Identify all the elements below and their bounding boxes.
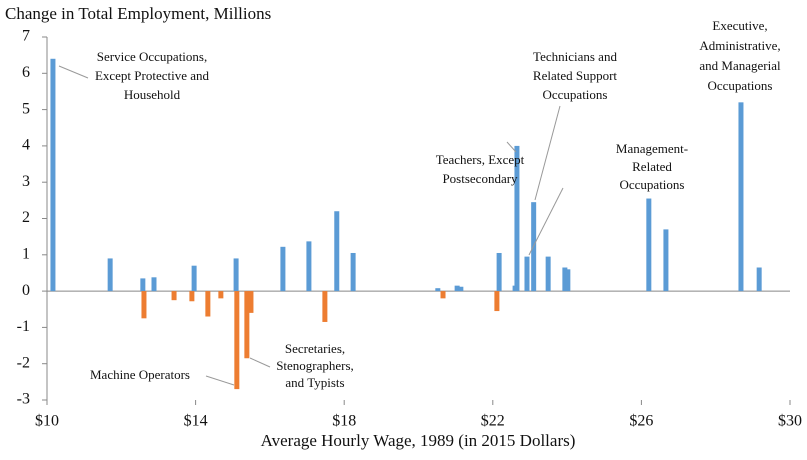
leader-line [534,105,561,201]
y-tick-label: 1 [22,245,30,262]
bar [756,267,762,292]
x-tick-label: $30 [778,413,802,430]
bar [234,291,240,390]
y-tick-label: 6 [22,64,30,81]
y-tick-label: -3 [17,391,30,408]
bar [738,102,744,292]
bar [189,291,195,302]
x-tick-label: $22 [481,413,505,430]
annotation: Postsecondary [442,171,518,186]
x-tick-label: $26 [629,413,653,430]
y-tick-label: 4 [22,137,30,154]
bar [233,258,239,292]
bar [514,145,520,292]
bar [663,229,669,292]
bar [205,291,211,317]
bar [494,291,500,312]
bar [562,267,568,292]
annotation: Secretaries, [285,341,345,356]
bar [244,291,250,359]
y-tick-label: -2 [17,354,30,371]
bar [280,246,286,292]
bar [440,291,446,299]
annotation: Occupations [620,177,685,192]
bar [306,241,312,292]
bar [50,58,56,292]
y-axis-label: Change in Total Employment, Millions [5,4,271,23]
annotation: Service Occupations, [97,49,207,64]
bar [191,265,197,292]
leader-line [506,141,517,153]
annotation: Related [632,159,672,174]
bar [646,198,652,292]
bar [140,278,146,292]
annotation: Occupations [543,87,608,102]
bar [565,269,571,292]
x-axis-label: Average Hourly Wage, 1989 (in 2015 Dolla… [261,431,576,450]
y-tick-label: 7 [22,28,30,45]
bar [458,286,464,292]
leader-line [205,375,235,386]
bar [524,256,530,292]
annotation: Executive, [712,18,767,33]
annotation: Administrative, [699,38,780,53]
y-tick-label: 2 [22,209,30,226]
bar [322,291,328,322]
annotation: Teachers, Except [436,152,525,167]
annotation: Related Support [533,68,618,83]
x-tick-label: $18 [332,413,356,430]
annotation: Technicians and [533,49,617,64]
annotation: and Managerial [699,58,781,73]
bar [141,291,147,319]
y-tick-label: 3 [22,173,30,190]
bar [350,252,356,292]
annotation: Except Protective and [95,68,210,83]
leader-line [249,357,271,368]
annotation: and Typists [285,375,344,390]
bar [545,256,551,292]
annotation: Management- [616,141,688,156]
leader-line [58,65,89,79]
y-tick-label: -1 [17,318,30,335]
bar [151,277,157,292]
leader-line [528,187,564,256]
bar [248,291,254,313]
bar [334,211,340,292]
annotation: Household [124,87,181,102]
annotation: Stenographers, [276,358,354,373]
bar [435,288,441,292]
x-tick-label: $10 [35,413,59,430]
annotation: Machine Operators [90,367,190,382]
bar [171,291,177,301]
bar [454,285,460,292]
y-tick-label: 5 [22,100,30,117]
annotation: Occupations [708,78,773,93]
bar [218,291,224,299]
x-tick-label: $14 [184,413,208,430]
bar [496,252,502,292]
y-tick-label: 0 [22,282,30,299]
bar [107,258,113,292]
